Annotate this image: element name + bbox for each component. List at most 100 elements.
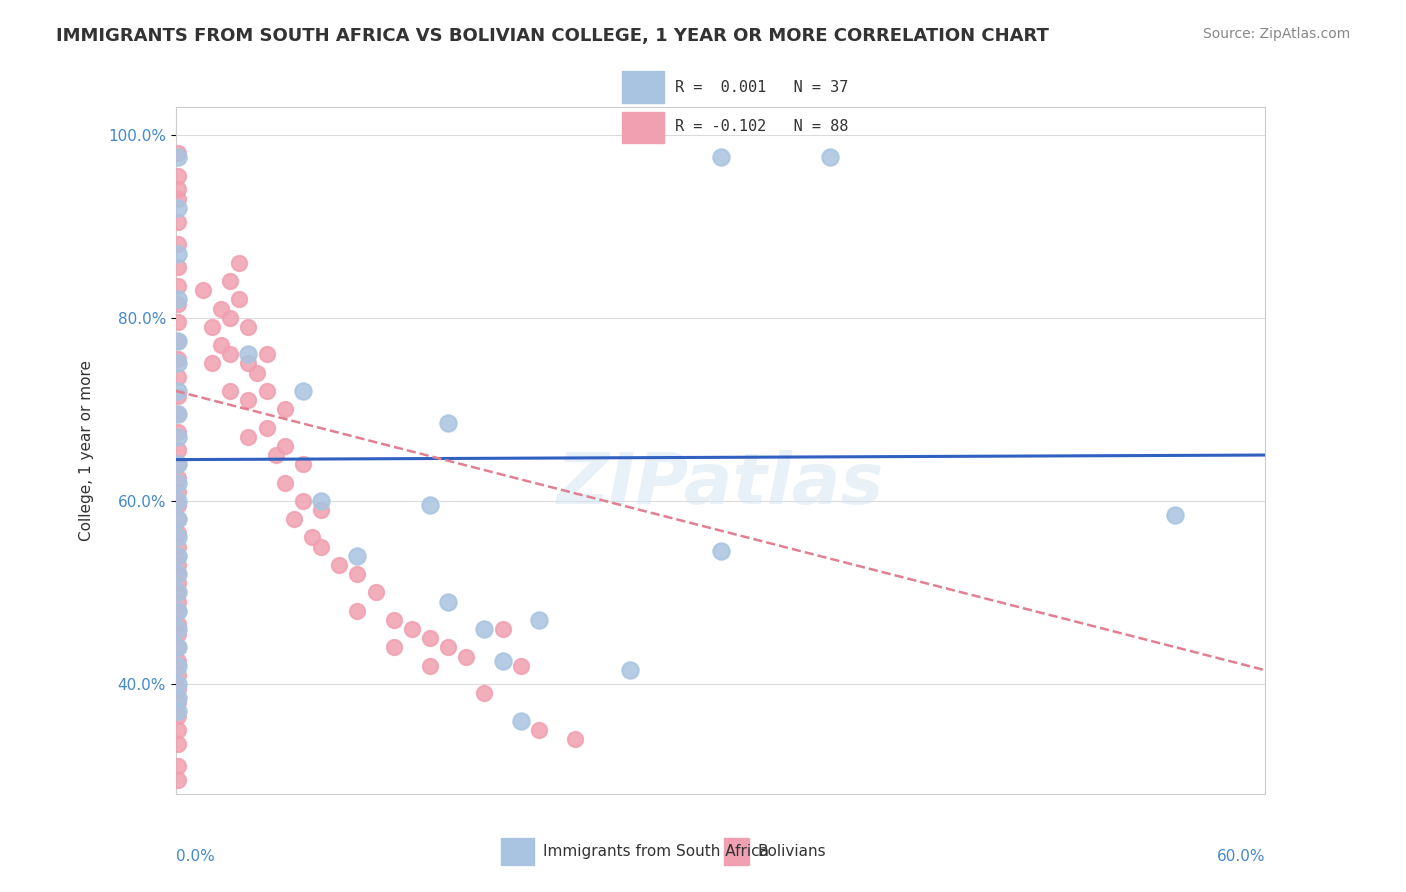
Text: 60.0%: 60.0% — [1218, 849, 1265, 863]
Point — [238, 319, 260, 334]
Point — [456, 649, 478, 664]
Point — [166, 604, 188, 618]
Point — [219, 274, 242, 288]
Point — [166, 334, 188, 348]
Point — [209, 301, 232, 316]
Point — [274, 475, 297, 490]
Point — [256, 347, 278, 361]
Text: 0.0%: 0.0% — [176, 849, 215, 863]
Point — [291, 457, 314, 471]
Point — [166, 499, 188, 513]
Point — [256, 384, 278, 398]
Point — [166, 531, 188, 545]
Point — [166, 604, 188, 618]
Point — [166, 475, 188, 490]
Point — [166, 388, 188, 402]
Point — [166, 617, 188, 632]
Point — [201, 319, 224, 334]
Point — [166, 640, 188, 655]
Point — [364, 585, 387, 599]
Point — [191, 283, 214, 297]
Point — [166, 430, 188, 444]
Point — [166, 484, 188, 499]
Point — [166, 356, 188, 370]
Point — [219, 384, 242, 398]
Point — [419, 631, 441, 645]
Point — [166, 558, 188, 572]
Point — [166, 192, 188, 206]
Point — [166, 585, 188, 599]
Point — [166, 549, 188, 563]
Point — [166, 549, 188, 563]
Point — [166, 585, 188, 599]
Point — [166, 594, 188, 608]
Point — [309, 540, 332, 554]
Point — [710, 150, 733, 164]
Point — [166, 567, 188, 582]
Point — [166, 407, 188, 421]
Point — [166, 759, 188, 773]
Point — [166, 690, 188, 705]
Point — [166, 443, 188, 458]
Point — [474, 622, 496, 636]
Point — [509, 714, 531, 728]
Point — [166, 407, 188, 421]
Point — [166, 493, 188, 508]
Text: ZIPatlas: ZIPatlas — [557, 450, 884, 519]
Point — [166, 315, 188, 329]
Point — [401, 622, 423, 636]
Point — [166, 214, 188, 228]
Point — [166, 640, 188, 655]
Point — [166, 658, 188, 673]
Bar — [724, 838, 749, 865]
Point — [492, 622, 515, 636]
Point — [238, 393, 260, 408]
Point — [710, 544, 733, 558]
Point — [166, 723, 188, 737]
Point — [201, 356, 224, 370]
Point — [619, 663, 641, 677]
Point — [209, 338, 232, 352]
Point — [166, 278, 188, 293]
Point — [274, 439, 297, 453]
Text: IMMIGRANTS FROM SOUTH AFRICA VS BOLIVIAN COLLEGE, 1 YEAR OR MORE CORRELATION CHA: IMMIGRANTS FROM SOUTH AFRICA VS BOLIVIAN… — [56, 27, 1049, 45]
Point — [166, 145, 188, 160]
Point — [166, 709, 188, 723]
Y-axis label: College, 1 year or more: College, 1 year or more — [79, 360, 94, 541]
Point — [291, 493, 314, 508]
Point — [274, 402, 297, 417]
Point — [228, 256, 250, 270]
Point — [283, 512, 305, 526]
Bar — [501, 838, 534, 865]
Point — [166, 654, 188, 668]
Point — [328, 558, 350, 572]
Point — [166, 169, 188, 183]
Point — [166, 260, 188, 275]
Point — [346, 567, 368, 582]
Point — [437, 416, 460, 430]
Point — [166, 201, 188, 215]
Point — [301, 531, 323, 545]
Point — [166, 457, 188, 471]
Point — [166, 705, 188, 719]
Point — [166, 384, 188, 398]
Point — [166, 182, 188, 196]
Point — [346, 549, 368, 563]
Text: R =  0.001   N = 37: R = 0.001 N = 37 — [675, 80, 848, 95]
Point — [527, 613, 550, 627]
Text: Bolivians: Bolivians — [758, 845, 827, 859]
Point — [564, 837, 586, 851]
Point — [228, 293, 250, 307]
Point — [166, 626, 188, 640]
Point — [474, 686, 496, 700]
Point — [166, 677, 188, 691]
Point — [166, 457, 188, 471]
Point — [264, 448, 287, 462]
Point — [166, 622, 188, 636]
Point — [166, 773, 188, 788]
Point — [166, 150, 188, 164]
Point — [291, 384, 314, 398]
Point — [166, 370, 188, 384]
Bar — [621, 112, 665, 143]
Point — [509, 658, 531, 673]
